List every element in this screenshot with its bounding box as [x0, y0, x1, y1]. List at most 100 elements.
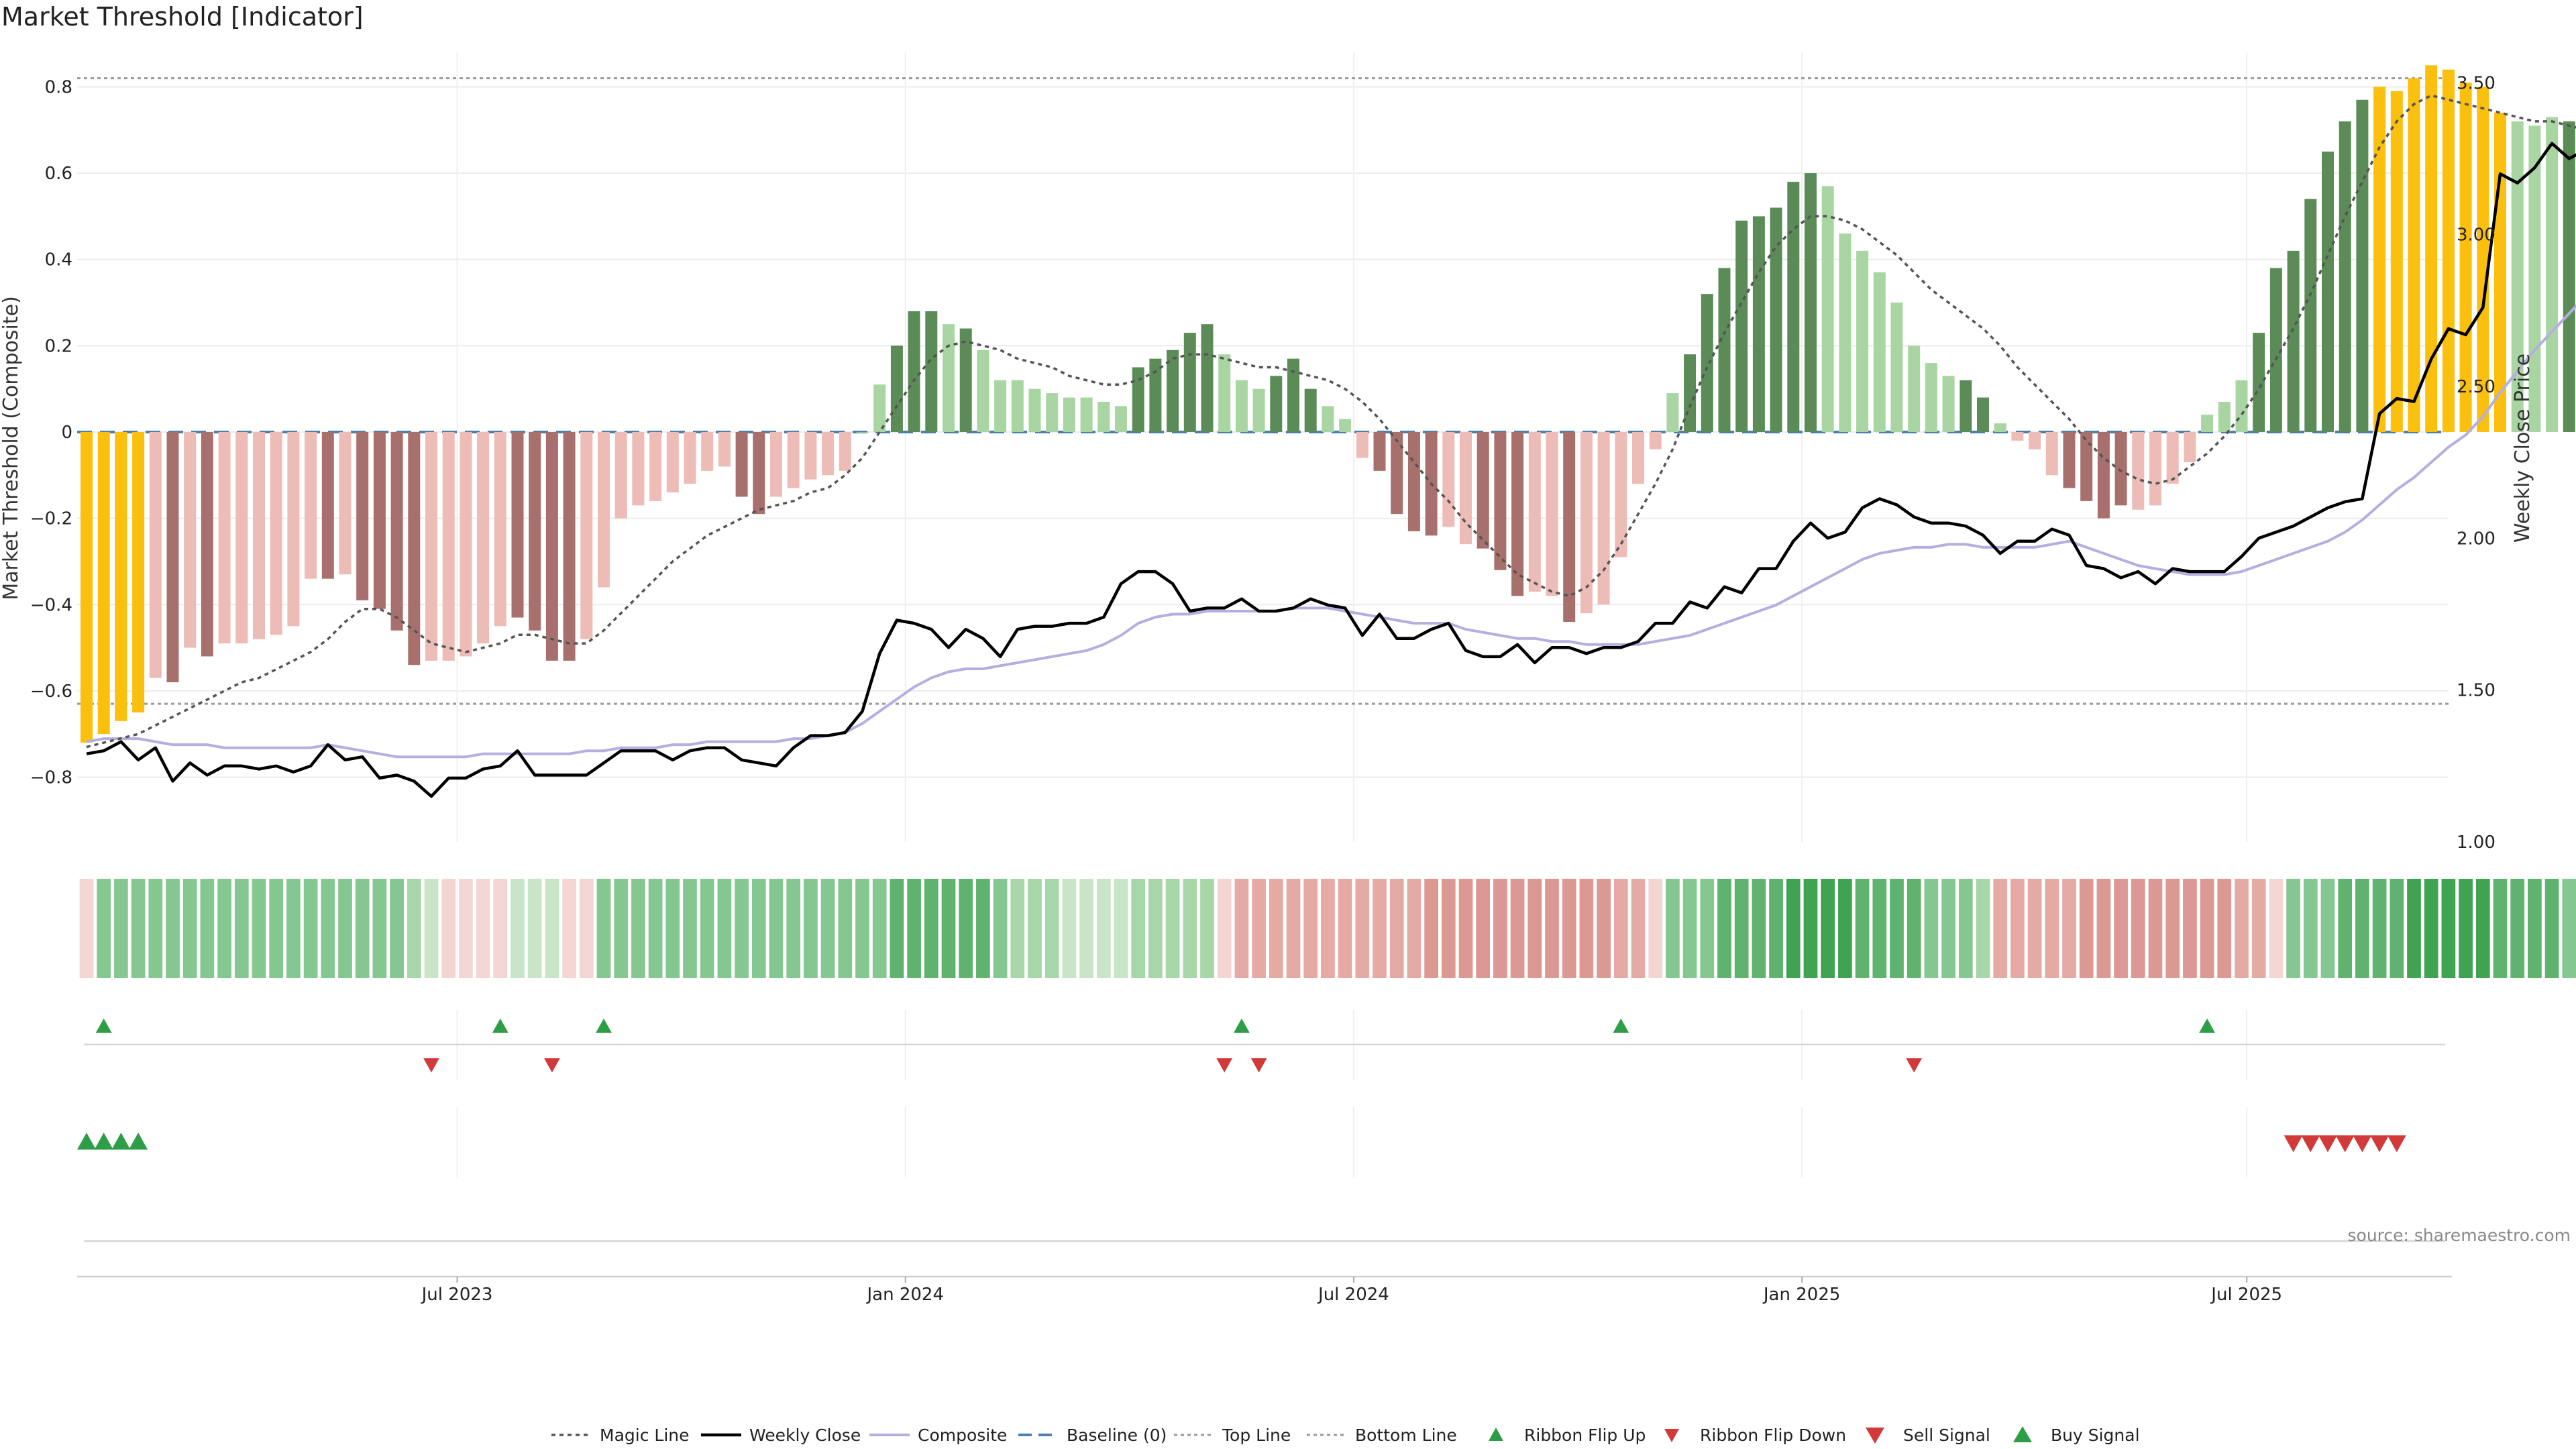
bar: [684, 431, 696, 484]
bar: [1304, 388, 1317, 432]
ribbon-cell: [2303, 879, 2318, 978]
legend-marker: [2013, 1426, 2032, 1442]
bar: [614, 431, 627, 519]
ribbon-cell: [1682, 879, 1697, 978]
ribbon-cell: [1890, 879, 1904, 978]
bar: [2063, 431, 2076, 488]
ribbon-cell: [217, 879, 231, 978]
y-left-tick-label: 0: [61, 423, 72, 443]
ribbon-cell: [1028, 879, 1042, 978]
bar: [1839, 233, 1851, 432]
legend-label: Weekly Close: [749, 1426, 861, 1445]
ribbon-cell: [1321, 879, 1335, 978]
ribbon-cell: [1079, 879, 1093, 978]
ribbon-cell: [1217, 879, 1232, 978]
bar: [1252, 388, 1265, 432]
sell-signal-marker: [2353, 1135, 2372, 1152]
ribbon-cell: [820, 879, 835, 978]
ribbon-cell: [2045, 879, 2059, 978]
bar: [2011, 431, 2024, 441]
bar: [201, 431, 213, 657]
bar: [1597, 431, 1610, 605]
y-right-axis-label: Weekly Close Price: [2511, 354, 2534, 543]
y-left-tick-label: 0.4: [45, 250, 72, 270]
ribbon-cell: [1821, 879, 1835, 978]
weekly-close-line: [86, 142, 2576, 798]
ribbon-cell: [2562, 879, 2576, 978]
ribbon-cell: [631, 879, 645, 978]
bar: [770, 431, 782, 497]
ribbon-cell: [459, 879, 473, 978]
ribbon-cell: [1131, 879, 1146, 978]
bar: [839, 431, 851, 471]
ribbon-cell: [665, 879, 680, 978]
ribbon-flip-down-marker: [1906, 1058, 1923, 1073]
ribbon-cell: [1114, 879, 1128, 978]
ribbon-flip-up-marker: [596, 1018, 612, 1033]
bar: [1442, 431, 1455, 527]
buy-signal-marker: [129, 1132, 148, 1150]
bar: [2425, 65, 2438, 432]
ribbon-cell: [1700, 879, 1715, 978]
ribbon-cell: [1545, 879, 1559, 978]
bar: [1373, 431, 1386, 471]
legend: Magic Line Weekly Close Composite Baseline …: [551, 1426, 2140, 1445]
ribbon-cell: [1907, 879, 1921, 978]
ribbon-cell: [2165, 879, 2180, 978]
ribbon-cell: [511, 879, 525, 978]
ribbon-cell: [2200, 879, 2214, 978]
bar: [1149, 358, 1162, 432]
bar: [908, 311, 920, 432]
bar: [132, 431, 145, 713]
legend-label: Composite: [918, 1426, 1007, 1445]
ribbon-cell: [2407, 879, 2421, 978]
ribbon-flip-up-marker: [492, 1018, 508, 1033]
ribbon-cell: [717, 879, 732, 978]
bar: [287, 431, 300, 627]
bar: [1028, 388, 1041, 432]
ribbon-cell: [1476, 879, 1491, 978]
ribbon-cell: [1269, 879, 1283, 978]
ribbon-cell: [355, 879, 370, 978]
ribbon-cell: [735, 879, 749, 978]
bar: [97, 431, 110, 735]
ribbon-cell: [2027, 879, 2042, 978]
ribbon-cell: [1527, 879, 1542, 978]
ribbon-cell: [1631, 879, 1646, 978]
ribbon-cell: [2286, 879, 2300, 978]
bar: [1960, 380, 1972, 432]
ribbon-cell: [1493, 879, 1507, 978]
y-left-tick-label: −0.6: [30, 682, 72, 702]
ribbon-cell: [234, 879, 249, 978]
ribbon-cell: [2079, 879, 2094, 978]
bar: [1528, 431, 1541, 592]
bar: [2390, 91, 2403, 432]
y-right-tick-label: 3.00: [2457, 225, 2496, 246]
ribbon-cell: [1044, 879, 1059, 978]
ribbon-cell: [2217, 879, 2232, 978]
bar: [1873, 272, 1886, 432]
buy-signal-marker: [111, 1132, 131, 1150]
bar: [1856, 250, 1869, 432]
bar: [2218, 401, 2231, 432]
ribbon-cell: [1924, 879, 1939, 978]
bar: [753, 431, 765, 515]
ribbon-cell: [2544, 879, 2559, 978]
bar: [2080, 431, 2093, 501]
bar: [2097, 431, 2110, 519]
ribbon-cell: [1769, 879, 1783, 978]
bar: [1183, 333, 1196, 432]
ribbon-cell: [1734, 879, 1749, 978]
ribbon-cell: [804, 879, 818, 978]
ribbon-cell: [2235, 879, 2249, 978]
y-left-tick-label: −0.4: [30, 595, 72, 615]
bar: [1218, 354, 1231, 432]
ribbon-flip-up-marker: [1613, 1018, 1629, 1033]
legend-marker: [1664, 1429, 1679, 1442]
bar: [2253, 333, 2265, 432]
bar: [701, 431, 714, 471]
bar: [2304, 199, 2317, 432]
ribbon-cell: [1666, 879, 1680, 978]
bar: [373, 431, 386, 609]
bar: [1994, 423, 2006, 432]
